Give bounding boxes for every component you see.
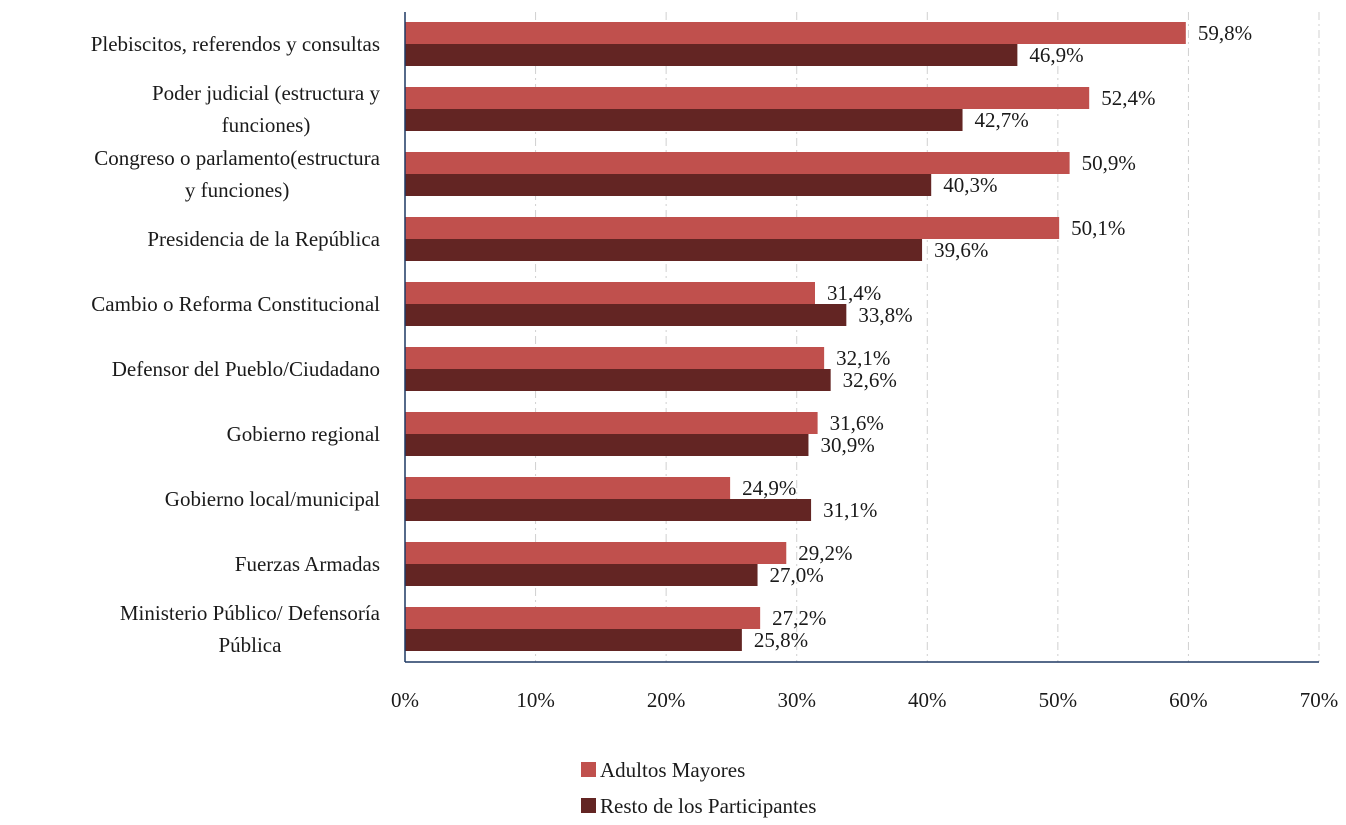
- bar-resto-participantes: [405, 174, 932, 196]
- category-label: Poder judicial (estructura y funciones): [152, 81, 381, 137]
- data-label: 25,8%: [754, 628, 808, 652]
- x-tick-label: 70%: [1300, 688, 1339, 712]
- category-label-line: Poder judicial (estructura y: [152, 81, 381, 105]
- bar-resto-participantes: [405, 564, 758, 586]
- data-labels: 59,8% 46,9% 52,4% 42,7% 50,9% 40,3% 50,1% 39,6%…: [742, 21, 1252, 652]
- x-tick-label: 0%: [391, 688, 419, 712]
- legend-label: Resto de los Participantes: [600, 794, 816, 818]
- category-label: Ministerio Público/ Defensoría Pública: [120, 601, 381, 657]
- data-label: 50,9%: [1082, 151, 1136, 175]
- bar-resto-participantes: [405, 369, 831, 391]
- bar-resto-participantes: [405, 434, 809, 456]
- category-labels: Plebiscitos, referendos y consultas Poder…: [91, 32, 381, 657]
- category-label-line: y funciones): [185, 178, 289, 202]
- bar-adultos-mayores: [405, 152, 1070, 174]
- x-tick-label: 60%: [1169, 688, 1208, 712]
- data-label: 59,8%: [1198, 21, 1252, 45]
- data-label: 50,1%: [1071, 216, 1125, 240]
- category-label: Fuerzas Armadas: [235, 552, 380, 576]
- data-label: 33,8%: [858, 303, 912, 327]
- legend-swatch: [581, 762, 596, 777]
- data-label: 30,9%: [820, 433, 874, 457]
- bar-resto-participantes: [405, 239, 923, 261]
- bar-adultos-mayores: [405, 412, 818, 434]
- category-label: Gobierno regional: [227, 422, 381, 446]
- bar-adultos-mayores: [405, 347, 825, 369]
- bar-adultos-mayores: [405, 22, 1186, 44]
- category-label-line: funciones): [222, 113, 311, 137]
- bar-resto-participantes: [405, 499, 812, 521]
- data-label: 46,9%: [1029, 43, 1083, 67]
- bar-resto-participantes: [405, 629, 742, 651]
- x-tick-labels: 0% 10% 20% 30% 40% 50% 60% 70%: [391, 688, 1338, 712]
- legend: Adultos Mayores Resto de los Participante…: [581, 758, 816, 818]
- legend-label: Adultos Mayores: [600, 758, 745, 782]
- category-label: Plebiscitos, referendos y consultas: [91, 32, 380, 56]
- data-label: 27,2%: [772, 606, 826, 630]
- x-tick-label: 50%: [1039, 688, 1078, 712]
- category-label: Cambio o Reforma Constitucional: [91, 292, 380, 316]
- data-label: 31,4%: [827, 281, 881, 305]
- x-tick-label: 20%: [647, 688, 686, 712]
- data-label: 42,7%: [975, 108, 1029, 132]
- data-label: 27,0%: [770, 563, 824, 587]
- data-label: 24,9%: [742, 476, 796, 500]
- data-label: 32,6%: [843, 368, 897, 392]
- data-label: 29,2%: [798, 541, 852, 565]
- x-tick-label: 10%: [516, 688, 555, 712]
- bar-resto-participantes: [405, 44, 1018, 66]
- legend-swatch: [581, 798, 596, 813]
- category-label: Gobierno local/municipal: [165, 487, 380, 511]
- data-label: 39,6%: [934, 238, 988, 262]
- bars: [405, 22, 1186, 651]
- bar-resto-participantes: [405, 304, 847, 326]
- x-tick-label: 30%: [777, 688, 816, 712]
- x-tick-label: 40%: [908, 688, 947, 712]
- bar-adultos-mayores: [405, 282, 815, 304]
- data-label: 52,4%: [1101, 86, 1155, 110]
- data-label: 32,1%: [836, 346, 890, 370]
- data-label: 40,3%: [943, 173, 997, 197]
- category-label: Congreso o parlamento(estructura y funcio…: [94, 146, 380, 202]
- bar-adultos-mayores: [405, 542, 787, 564]
- bar-resto-participantes: [405, 109, 963, 131]
- data-label: 31,1%: [823, 498, 877, 522]
- category-label-line: Pública: [218, 633, 282, 657]
- category-label-line: Congreso o parlamento(estructura: [94, 146, 380, 170]
- bar-adultos-mayores: [405, 607, 761, 629]
- bar-adultos-mayores: [405, 87, 1090, 109]
- axes: [404, 12, 1319, 663]
- category-label-line: Ministerio Público/ Defensoría: [120, 601, 381, 625]
- category-label: Presidencia de la República: [147, 227, 380, 251]
- bar-adultos-mayores: [405, 477, 731, 499]
- data-label: 31,6%: [830, 411, 884, 435]
- bar-adultos-mayores: [405, 217, 1060, 239]
- category-label: Defensor del Pueblo/Ciudadano: [112, 357, 380, 381]
